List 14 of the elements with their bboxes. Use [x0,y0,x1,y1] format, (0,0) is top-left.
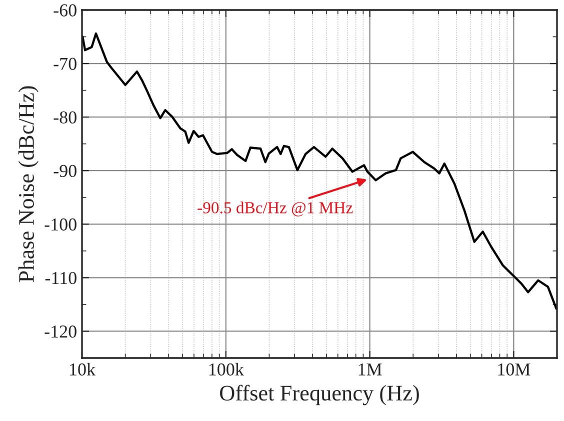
y-tick-label: -90 [54,164,76,178]
annotation: -90.5 dBc/Hz @1 MHz [198,202,353,216]
x-tick-label: 10k [70,362,96,376]
x-axis-title: Offset Frequency (Hz) [220,384,419,406]
y-tick-label: -110 [45,272,76,284]
y-tick-label: -60 [54,4,76,16]
y-tick-label: -120 [44,325,76,338]
y-tick-label: -100 [44,218,76,231]
x-tick-label: 1M [358,363,382,376]
y-axis-title: Phase Noise (dBc/Hz) [18,86,38,282]
y-tick-label: -80 [54,111,76,124]
x-tick-label: 100k [209,362,244,376]
x-tick-label: 10M [498,363,530,376]
y-tick-label: -70 [54,58,76,70]
